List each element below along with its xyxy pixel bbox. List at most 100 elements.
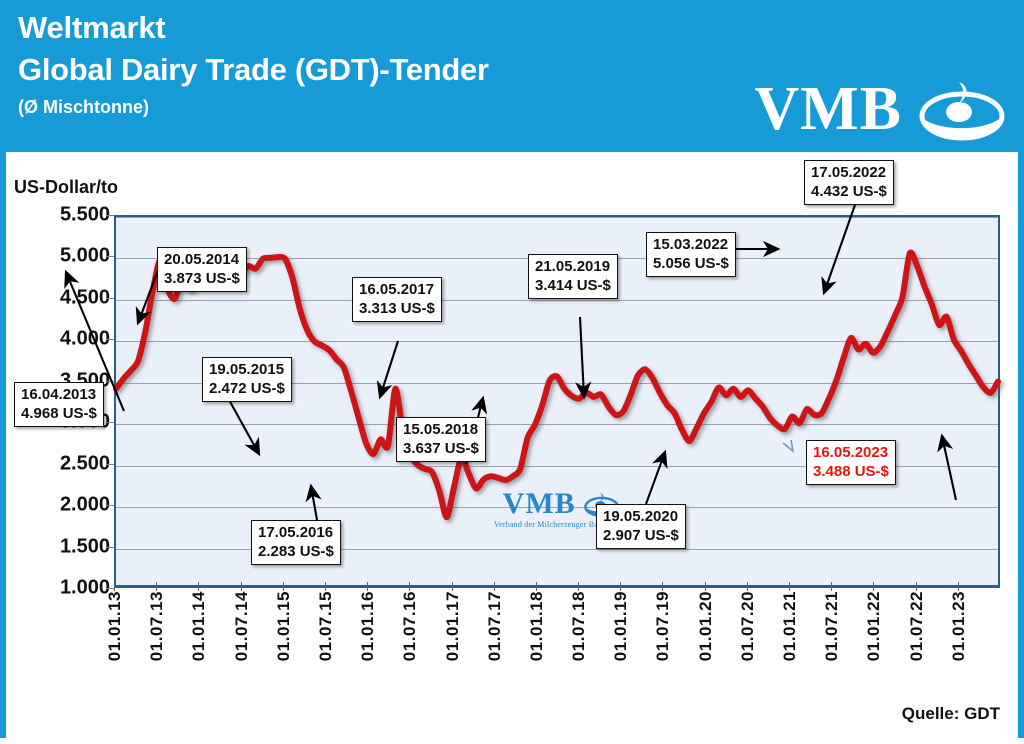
gridline [116,382,998,384]
y-tick-label: 2.500 [59,452,110,475]
y-tick-label: 5.000 [59,244,110,267]
y-tick-mark [106,215,114,216]
y-axis-ticks: 1.0001.5002.0002.5003.0003.5004.0004.500… [6,152,114,744]
source-note: Quelle: GDT [901,704,1000,723]
header-line-1: Weltmarkt [18,10,166,45]
x-tick-label: 01.01.20 [695,591,715,662]
callout-a2023: 16.05.2023 3.488 US-$ [806,440,896,485]
x-tick-mark [451,582,453,591]
callout-a2017: 16.05.2017 3.313 US-$ [352,277,442,322]
callout-value: 2.907 US-$ [603,527,679,544]
callout-a2015: 19.05.2015 2.472 US-$ [202,357,292,402]
callout-value: 4.432 US-$ [811,183,887,200]
callout-date: 19.05.2020 [603,508,679,525]
callout-value: 3.873 US-$ [164,270,240,287]
header-band: Weltmarkt Global Dairy Trade (GDT)-Tende… [0,0,1024,152]
x-tick-label: 01.07.13 [147,591,167,662]
x-tick-mark [620,582,622,591]
x-tick-label: 01.01.23 [948,591,968,662]
y-tick-mark [106,463,114,465]
callout-value: 5.056 US-$ [653,255,729,272]
callout-value: 3.313 US-$ [359,300,435,317]
header-line-2: Global Dairy Trade (GDT)-Tender [18,52,489,87]
x-tick-label: 01.07.21 [822,591,842,662]
x-tick-label: 01.07.15 [315,591,335,662]
y-tick-mark [106,256,114,258]
callout-value: 2.472 US-$ [209,380,285,397]
x-tick-mark [831,582,833,591]
x-tick-mark [198,582,200,591]
gridline [116,424,998,426]
vmb-swoosh-icon [919,82,1005,141]
callout-date: 17.05.2022 [811,164,887,181]
y-tick-mark [106,546,114,548]
x-tick-mark [789,582,791,591]
x-tick-mark [114,582,115,591]
callout-date: 15.03.2022 [653,236,729,253]
x-tick-label: 01.01.13 [105,591,124,662]
x-tick-mark [746,582,748,591]
callout-a2022a: 15.03.2022 5.056 US-$ [646,232,736,277]
y-axis-title: US-Dollar/to [14,177,119,197]
series-line-gdt [116,217,998,585]
callout-a2016: 17.05.2016 2.283 US-$ [251,520,341,565]
y-tick-label: 4.000 [59,327,110,350]
x-tick-label: 01.07.20 [737,591,757,662]
callout-a2020: 19.05.2020 2.907 US-$ [596,504,686,549]
gridline [116,548,998,550]
x-tick-label: 01.01.17 [442,591,462,662]
y-tick-mark [106,380,114,382]
x-tick-label: 01.07.17 [484,591,504,662]
x-tick-mark [156,582,158,591]
x-tick-label: 01.07.14 [231,591,251,662]
x-tick-label: 01.01.16 [358,591,378,662]
y-tick-label: 4.500 [59,286,110,309]
x-tick-mark [493,582,495,591]
callout-value: 3.414 US-$ [535,277,611,294]
x-tick-mark [873,582,875,591]
chart-body: US-Dollar/to 1.0001.5002.0002.5003.0003.… [6,152,1018,744]
x-tick-label: 01.07.19 [653,591,673,662]
x-tick-mark [662,582,664,591]
y-tick-label: 1.500 [59,535,110,558]
x-tick-mark [704,582,706,591]
x-tick-label: 01.01.18 [526,591,546,662]
callout-value: 3.488 US-$ [813,463,889,480]
callout-date: 19.05.2015 [209,361,285,378]
x-tick-label: 01.07.22 [906,591,926,662]
x-tick-label: 01.01.19 [611,591,631,662]
x-tick-label: 01.01.21 [780,591,800,662]
callout-date: 21.05.2019 [535,258,611,275]
x-tick-mark [535,582,537,591]
callout-date: 16.04.2013 [21,386,97,403]
x-tick-mark [578,582,580,591]
title-block: Weltmarkt Global Dairy Trade (GDT)-Tende… [18,8,489,122]
y-tick-label: 1.000 [59,576,110,599]
frame-border-right [1018,152,1024,744]
y-tick-label: 2.000 [59,493,110,516]
x-tick-mark [915,582,917,591]
callout-value: 4.968 US-$ [21,405,97,422]
vmb-wordmark: VMB [754,75,902,143]
x-tick-mark [957,582,959,591]
y-tick-mark [106,505,114,507]
gridline [116,299,998,301]
gridline [116,217,998,218]
y-tick-mark [106,339,114,341]
gridline [116,341,998,343]
callout-date: 15.05.2018 [403,421,479,438]
gridline [116,465,998,467]
y-tick-mark [106,297,114,299]
callout-date: 16.05.2023 [813,444,889,461]
x-tick-label: 01.07.16 [400,591,420,662]
x-tick-mark [282,582,284,591]
y-tick-mark [106,588,114,589]
callout-value: 3.637 US-$ [403,440,479,457]
callout-date: 17.05.2016 [258,524,334,541]
vmb-logo: VMB [754,72,1006,146]
x-tick-mark [240,582,242,591]
callout-a2014: 20.05.2014 3.873 US-$ [157,247,247,292]
x-axis-ticks: 01.01.13 01.07.13 01.01.14 01.07.14 01.01.15… [105,582,1000,711]
x-tick-mark [409,582,411,591]
